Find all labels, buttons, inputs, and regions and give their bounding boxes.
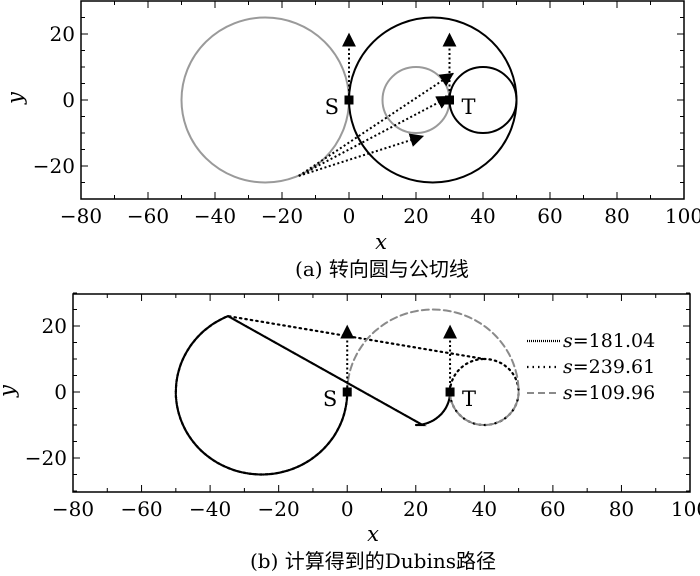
series-path bbox=[346, 308, 520, 427]
x-tick-label: −60 bbox=[127, 204, 169, 228]
waypoint-marker-t bbox=[445, 95, 454, 105]
panel-b-ylabel: y bbox=[0, 384, 19, 398]
x-tick-label: 60 bbox=[540, 497, 565, 521]
point-label-s: S bbox=[325, 95, 339, 119]
series-path bbox=[174, 314, 452, 476]
panel-a-ticks bbox=[80, 0, 685, 200]
panel-a-caption: (a) 转向圆与公切线 bbox=[295, 257, 469, 281]
x-tick-label: 100 bbox=[665, 204, 700, 228]
series-path bbox=[174, 314, 520, 476]
tangent-line bbox=[298, 95, 451, 177]
x-tick-label: 20 bbox=[403, 497, 428, 521]
panel-a-xlabel: x bbox=[375, 230, 387, 254]
tangent-line bbox=[298, 133, 425, 177]
x-tick-label: −40 bbox=[189, 497, 231, 521]
panel-b-legend: s=181.04 s=239.61 s=109.96 bbox=[527, 330, 655, 404]
x-tick-label: −80 bbox=[52, 497, 94, 521]
legend-label: s=239.61 bbox=[563, 356, 655, 378]
panel-a-ylabel: y bbox=[3, 91, 27, 105]
waypoint-marker-s bbox=[342, 387, 352, 397]
y-tick-label: 0 bbox=[54, 380, 67, 404]
turning-circle bbox=[448, 66, 518, 134]
panel-a-y-tick-labels: 20 0 −20 bbox=[33, 22, 75, 178]
panel-b-ticks bbox=[72, 292, 691, 492]
y-tick-label: −20 bbox=[33, 154, 75, 178]
x-tick-label: 40 bbox=[470, 204, 495, 228]
x-tick-label: −60 bbox=[120, 497, 162, 521]
panel-b-x-tick-labels: −80 −60 −40 −20 0 20 40 60 80 100 bbox=[52, 497, 700, 521]
legend-label: s=109.96 bbox=[563, 382, 655, 404]
tangent-line bbox=[298, 72, 455, 177]
y-tick-label: −20 bbox=[25, 446, 67, 470]
y-tick-label: 20 bbox=[50, 22, 75, 46]
x-tick-label: −20 bbox=[261, 204, 303, 228]
y-tick-label: 20 bbox=[42, 314, 67, 338]
waypoint-marker-t bbox=[445, 387, 455, 397]
panel-b-caption: (b) 计算得到的Dubins路径 bbox=[250, 549, 496, 573]
waypoint-marker-s bbox=[344, 95, 354, 105]
panel-a-x-tick-labels: −80 −60 −40 −20 0 20 40 60 80 100 bbox=[60, 204, 700, 228]
panel-b-heading-arrows bbox=[340, 324, 458, 392]
x-tick-label: 0 bbox=[341, 497, 354, 521]
turning-circle bbox=[348, 16, 518, 184]
panel-b-y-tick-labels: 20 0 −20 bbox=[25, 314, 67, 470]
x-tick-label: 80 bbox=[609, 497, 634, 521]
x-tick-label: 80 bbox=[604, 204, 629, 228]
y-tick-label: 0 bbox=[62, 88, 75, 112]
x-tick-label: 20 bbox=[403, 204, 428, 228]
x-tick-label: 100 bbox=[671, 497, 700, 521]
panel-a-heading-arrows bbox=[342, 32, 457, 100]
x-tick-label: −20 bbox=[258, 497, 300, 521]
x-tick-label: −40 bbox=[194, 204, 236, 228]
x-tick-label: 60 bbox=[537, 204, 562, 228]
x-tick-label: 40 bbox=[472, 497, 497, 521]
panel-b-xlabel: x bbox=[367, 522, 379, 546]
x-tick-label: 0 bbox=[343, 204, 356, 228]
x-tick-label: −80 bbox=[60, 204, 102, 228]
point-label-s: S bbox=[323, 387, 337, 411]
turning-circle bbox=[381, 66, 451, 134]
point-label-t: T bbox=[462, 387, 476, 411]
panel-a-tangent-lines bbox=[298, 72, 455, 177]
panel-b-dubins-paths bbox=[174, 308, 520, 476]
point-label-t: T bbox=[462, 95, 476, 119]
legend-label: s=181.04 bbox=[563, 330, 655, 352]
